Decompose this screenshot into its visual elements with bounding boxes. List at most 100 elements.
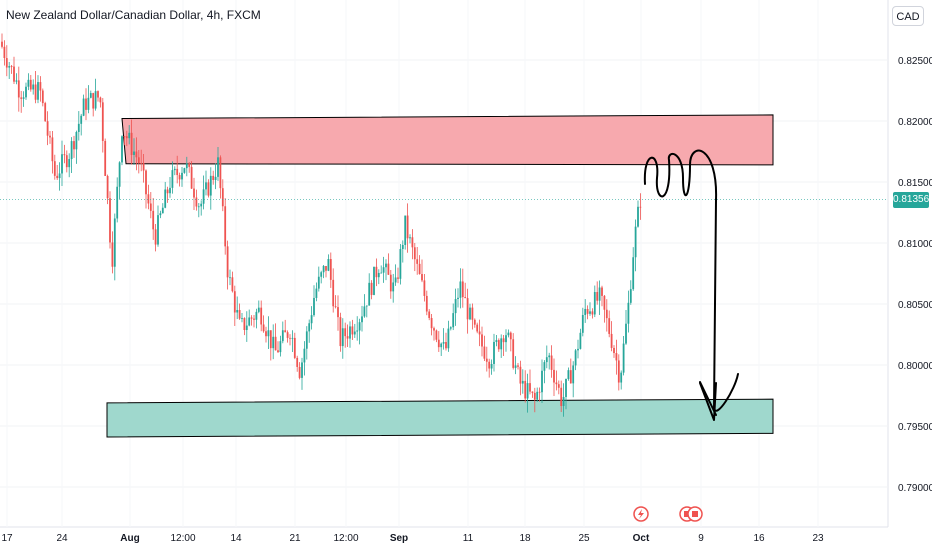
candle-body	[308, 323, 311, 332]
candle	[260, 300, 263, 332]
candle-body	[569, 370, 572, 384]
candle	[466, 288, 469, 334]
candle	[596, 281, 599, 305]
candle-body	[224, 206, 227, 247]
candle-body	[142, 163, 145, 171]
projection-path[interactable]	[643, 149, 739, 412]
candle	[209, 167, 212, 210]
candle-body	[512, 339, 515, 368]
candle	[488, 358, 491, 378]
candle-body	[579, 332, 582, 349]
candle	[613, 345, 615, 358]
lightning-icon	[638, 509, 644, 519]
candle	[435, 329, 438, 343]
candle-body	[557, 384, 560, 388]
candle-body	[440, 343, 443, 348]
candle	[329, 252, 332, 288]
candle	[286, 330, 289, 343]
candle-body	[94, 91, 97, 109]
candle	[56, 164, 59, 181]
candle-body	[457, 297, 459, 300]
candle-body	[488, 361, 491, 369]
candle	[298, 362, 301, 380]
candle	[541, 359, 543, 404]
candle	[159, 210, 162, 219]
candle-body	[553, 369, 555, 383]
candle-body	[274, 336, 277, 351]
candle-body	[625, 323, 627, 344]
flag-event-icon[interactable]	[687, 506, 703, 522]
candle-body	[46, 121, 49, 136]
candle-body	[29, 79, 32, 90]
candle	[101, 98, 104, 153]
candle	[41, 88, 44, 107]
candle-body	[344, 328, 347, 337]
candle	[277, 341, 279, 354]
support-zone[interactable]	[106, 398, 774, 438]
candle-body	[349, 326, 351, 339]
candle	[281, 321, 284, 344]
candle	[413, 242, 416, 272]
candle-body	[159, 213, 162, 216]
candle-body	[111, 242, 114, 267]
candle	[586, 305, 589, 320]
candle	[478, 319, 481, 347]
candle-body	[517, 365, 519, 367]
candle-body	[442, 342, 445, 344]
candle	[517, 363, 519, 370]
currency-button[interactable]: CAD	[892, 6, 924, 26]
candle	[505, 329, 507, 352]
events-layer[interactable]	[633, 506, 703, 522]
time-axis[interactable]: 17 24 Aug 12:00 14 21 12:00 Sep 11 18 25 Oct 9 16 23	[1, 533, 824, 544]
candle-body	[73, 141, 75, 150]
candle	[632, 247, 635, 291]
candle-body	[397, 277, 399, 279]
candle	[65, 150, 68, 173]
candle	[80, 113, 83, 136]
candle-body	[277, 350, 279, 353]
candle	[337, 295, 339, 331]
candle	[44, 101, 47, 122]
candle	[365, 305, 368, 318]
candle-body	[425, 295, 428, 312]
candle	[111, 231, 114, 274]
candle-body	[183, 168, 186, 173]
x-tick-label: Oct	[633, 533, 650, 544]
candle	[51, 131, 54, 174]
lightning-event-icon[interactable]	[633, 506, 649, 522]
candle-body	[632, 257, 635, 290]
candle	[128, 125, 131, 145]
candle	[593, 285, 596, 318]
candle	[85, 88, 87, 121]
price-axis[interactable]: 0.82500 0.82000 0.81500 0.81000 0.80500 0.800…	[898, 56, 932, 494]
candle	[569, 358, 572, 384]
candle-body	[382, 267, 385, 273]
y-tick-label: 0.79000	[898, 483, 932, 494]
candle-body	[500, 338, 503, 350]
candle-body	[243, 318, 246, 331]
candle	[20, 90, 23, 113]
candle-body	[380, 272, 383, 274]
candle	[135, 137, 138, 171]
candle-body	[3, 46, 6, 59]
candle-body	[507, 332, 510, 336]
candle	[447, 320, 450, 352]
candle-body	[613, 347, 615, 354]
candle-body	[44, 103, 47, 122]
candle-body	[118, 162, 121, 187]
y-tick-label: 0.81500	[898, 178, 932, 189]
candle-body	[555, 382, 558, 385]
candle-body	[577, 348, 579, 351]
candle-body	[207, 182, 210, 196]
candle-body	[476, 324, 479, 332]
candle-body	[353, 331, 356, 335]
candle	[639, 193, 642, 220]
candle	[543, 360, 546, 384]
candle	[452, 303, 455, 331]
y-tick-label: 0.82500	[898, 56, 932, 67]
resistance-zone[interactable]	[121, 114, 774, 166]
candle	[241, 312, 243, 323]
candle	[437, 331, 440, 352]
candle	[327, 254, 330, 272]
